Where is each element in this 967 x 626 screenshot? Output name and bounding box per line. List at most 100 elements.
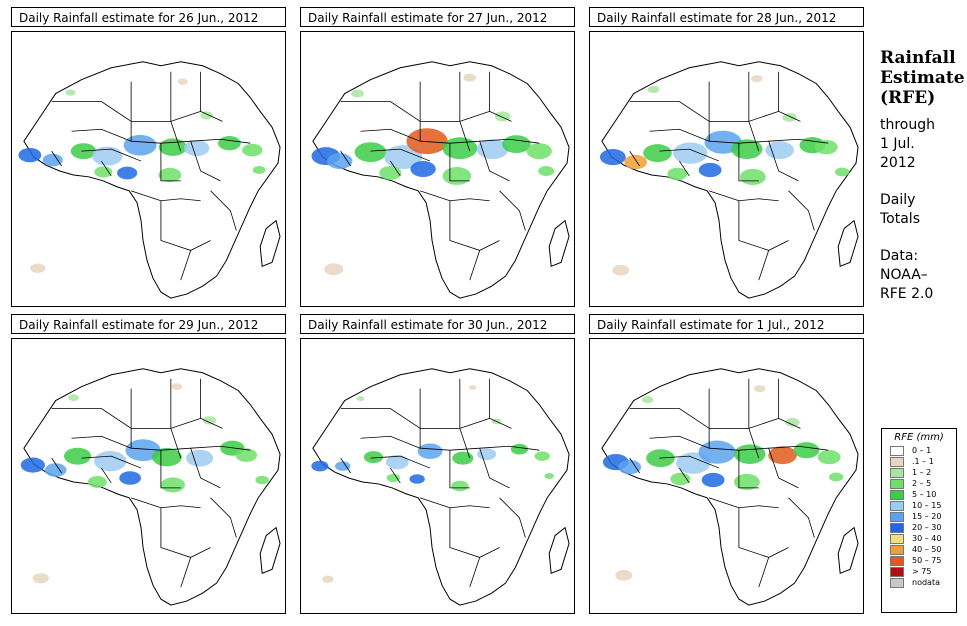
africa-coastline	[23, 368, 281, 606]
totals-label: Daily	[880, 192, 916, 208]
rainfall-blob	[673, 142, 708, 164]
map-panel-6: Daily Rainfall estimate for 1 Jul., 2012	[589, 314, 864, 614]
rainfall-blob	[452, 451, 474, 465]
country-border	[659, 455, 720, 469]
map-panel-4: Daily Rainfall estimate for 29 Jun., 201…	[11, 314, 286, 614]
rainfall-blob	[409, 474, 425, 484]
country-border	[81, 455, 142, 469]
country-border	[131, 497, 201, 509]
africa-coastline	[312, 368, 570, 606]
country-border	[419, 81, 490, 122]
madagascar-outline	[837, 219, 859, 267]
map-canvas	[20, 368, 281, 606]
country-border	[489, 71, 512, 122]
legend-item: > 75	[890, 566, 956, 577]
rainfall-blob	[751, 75, 763, 83]
country-border	[758, 557, 770, 588]
country-border	[629, 101, 710, 142]
legend-label: 50 – 75	[912, 556, 942, 565]
country-border	[51, 150, 62, 167]
end-date: 1 Jul.	[880, 136, 915, 152]
legend-swatch	[890, 556, 904, 566]
rainfall-blob	[44, 463, 67, 477]
legend-swatch	[890, 512, 904, 522]
legend-item: 40 – 50	[890, 544, 956, 555]
rainfall-blob	[177, 78, 188, 85]
rainfall-blob	[158, 138, 187, 156]
panel-title: Daily Rainfall estimate for 1 Jul., 2012	[589, 314, 864, 334]
rainfall-blob	[123, 134, 157, 156]
rainfall-blob	[20, 457, 45, 473]
figure-title: Rainfall	[880, 48, 956, 68]
legend-swatch	[890, 457, 904, 467]
legend-label: .1 – 1	[912, 457, 934, 466]
country-border	[778, 71, 801, 122]
rainfall-blob	[30, 263, 46, 274]
rainfall-blob	[698, 162, 722, 178]
rainfall-blob	[618, 459, 642, 475]
rainfall-blob	[753, 385, 766, 393]
rainfall-blob	[117, 166, 138, 180]
rainfall-blob	[463, 73, 477, 82]
legend-swatch	[890, 479, 904, 489]
country-border	[469, 250, 481, 281]
rainfall-blob	[324, 263, 344, 276]
legend-label: 20 – 30	[912, 523, 942, 532]
rainfall-overlay	[602, 385, 844, 581]
legend-item: 20 – 30	[890, 522, 956, 533]
legend-swatch	[890, 567, 904, 577]
figure-title: (RFE)	[880, 88, 936, 108]
rainfall-blob	[151, 447, 182, 467]
legend-swatch	[890, 490, 904, 500]
legend-label: 0 – 1	[912, 446, 932, 455]
rainfall-legend: RFE (mm) 0 – 1 .1 – 1 1 – 2 2 – 5 5 – 10 10 –…	[881, 428, 957, 613]
rainfall-blob	[502, 135, 531, 154]
country-border	[190, 141, 221, 182]
country-border	[419, 388, 490, 429]
country-border	[709, 190, 779, 202]
rainfall-blob	[835, 167, 850, 177]
country-border	[160, 200, 211, 251]
africa-rainfall-map	[589, 338, 864, 614]
data-source: NOAA–	[880, 267, 928, 283]
country-border	[180, 557, 192, 588]
country-border	[659, 148, 720, 162]
madagascar-outline	[259, 526, 281, 574]
rainfall-blob	[87, 476, 107, 488]
legend-swatch	[890, 501, 904, 511]
rainfall-overlay	[20, 383, 269, 584]
rainfall-blob	[94, 166, 113, 178]
rainfall-blob	[785, 417, 800, 427]
country-border	[71, 435, 251, 451]
country-border	[768, 141, 799, 182]
rainfall-blob	[386, 473, 400, 483]
rainfall-blob	[92, 146, 123, 166]
country-border	[130, 388, 201, 429]
rainfall-blob	[384, 145, 423, 169]
rainfall-blob	[793, 442, 820, 459]
rainfall-blob	[410, 161, 436, 177]
rainfall-blob	[200, 111, 213, 120]
panel-title: Daily Rainfall estimate for 27 Jun., 201…	[300, 7, 575, 27]
rainfall-blob	[18, 147, 42, 163]
rainfall-blob	[442, 167, 472, 185]
country-border	[160, 143, 181, 182]
legend-swatch	[890, 523, 904, 533]
madagascar-outline	[259, 219, 281, 267]
rainfall-blob	[468, 385, 477, 391]
legend-item: 10 – 15	[890, 500, 956, 511]
rainfall-blob	[814, 140, 838, 155]
africa-coastline	[312, 61, 570, 299]
legend-label: nodata	[912, 578, 940, 587]
legend-label: 15 – 20	[912, 512, 942, 521]
country-border	[788, 190, 815, 231]
country-border	[738, 200, 789, 251]
legend-item: 15 – 20	[890, 511, 956, 522]
rainfall-blob	[526, 143, 552, 160]
rainfall-blob	[451, 480, 469, 492]
panel-title: Daily Rainfall estimate for 30 Jun., 201…	[300, 314, 575, 334]
rainfall-blob	[417, 443, 443, 459]
country-border	[51, 457, 62, 474]
country-border	[340, 150, 351, 167]
rainfall-blob	[311, 460, 329, 472]
